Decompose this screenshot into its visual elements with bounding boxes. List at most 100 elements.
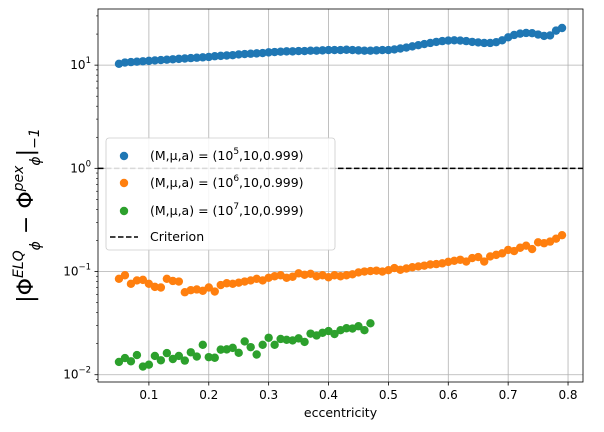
y-tick-label: 101 [70, 56, 91, 72]
legend-label-series-2-tail: ,10,0.999) [239, 175, 304, 190]
ylabel-sub1: ϕ [28, 241, 44, 250]
y-tick-label: 10−1 [63, 263, 91, 279]
data-point [240, 49, 249, 59]
ylabel-sup1: ELQ [11, 250, 27, 278]
y-tick-label-base: 10 [70, 161, 85, 175]
legend-label-series-3-exp: 7 [233, 202, 239, 212]
series-2 [114, 230, 567, 297]
data-point [120, 58, 130, 67]
data-point [252, 49, 261, 58]
data-point [132, 350, 142, 360]
data-point [246, 49, 255, 58]
y-tick-label: 100 [70, 159, 91, 175]
data-point [258, 340, 267, 349]
series-3 [114, 319, 375, 371]
data-point [270, 340, 279, 349]
legend-marker-series-3 [119, 206, 129, 216]
data-point [330, 329, 339, 339]
data-point [527, 244, 537, 254]
data-point [132, 57, 142, 66]
data-point [198, 53, 207, 62]
legend-label-series-1-exp: 5 [233, 147, 239, 157]
ylabel-mid: − Φ [14, 191, 39, 241]
data-point [180, 54, 190, 63]
data-point [174, 277, 184, 286]
data-point [276, 47, 285, 56]
x-tick-label: 0.1 [139, 388, 158, 402]
legend-label-series-2-main: (M,μ,a) = (10 [150, 175, 233, 190]
data-points [114, 23, 567, 371]
data-point [174, 351, 184, 361]
data-point [318, 46, 327, 55]
data-point [186, 348, 196, 357]
data-point [252, 350, 261, 359]
data-point [336, 45, 345, 55]
data-point [360, 326, 369, 335]
data-point [264, 333, 273, 342]
data-point [270, 47, 279, 57]
data-point [156, 55, 166, 65]
data-point [444, 36, 453, 45]
y-tick-label-exp: 1 [86, 56, 91, 66]
data-point [378, 45, 387, 55]
data-point [474, 252, 483, 262]
data-point [294, 46, 303, 56]
legend-label-series-1: (M,μ,a) = (105,10,0.999) [150, 147, 304, 163]
y-tick-label: 10−2 [63, 366, 91, 382]
data-point [156, 283, 166, 292]
data-point [372, 46, 381, 55]
legend: (M,μ,a) = (105,10,0.999) (M,μ,a) = (106,… [105, 137, 336, 251]
x-tick-label: 0.2 [199, 388, 218, 402]
x-tick-label: 0.7 [499, 388, 518, 402]
data-point [450, 36, 459, 45]
data-point [162, 348, 172, 358]
x-tick-label: 0.5 [379, 388, 398, 402]
data-point [480, 257, 489, 266]
data-point [144, 360, 154, 369]
ylabel-tail: | [14, 149, 39, 156]
data-point [354, 46, 363, 55]
legend-label-series-2: (M,μ,a) = (106,10,0.999) [150, 174, 304, 190]
data-point [204, 283, 213, 292]
x-tick-label: 0.3 [259, 388, 278, 402]
data-point [324, 45, 333, 55]
data-point [210, 287, 219, 296]
data-point [168, 55, 178, 64]
data-point [545, 31, 555, 40]
data-point [126, 357, 136, 366]
data-point [210, 52, 219, 61]
data-point [210, 353, 219, 362]
legend-label-series-3: (M,μ,a) = (107,10,0.999) [150, 202, 304, 218]
data-point [246, 342, 255, 352]
data-point [150, 351, 160, 361]
data-point [366, 266, 375, 276]
x-axis-label: eccentricity [304, 405, 378, 420]
data-point [120, 271, 130, 280]
data-point [360, 46, 369, 55]
legend-marker-series-1 [119, 151, 129, 161]
data-point [342, 324, 351, 333]
data-point [300, 46, 309, 56]
series-1 [114, 23, 567, 69]
y-tick-label-exp: 0 [86, 159, 91, 169]
data-point [234, 50, 243, 59]
data-point [264, 48, 273, 57]
data-point [240, 337, 249, 346]
data-point [557, 23, 567, 33]
data-point [521, 28, 531, 38]
data-point [162, 55, 172, 64]
ylabel-sub3: −1 [27, 128, 43, 149]
data-point [234, 348, 243, 358]
data-point [198, 340, 207, 349]
ylabel-base: |Φ [14, 278, 39, 303]
ylabel-sub2: ϕ [28, 156, 44, 165]
data-point [426, 260, 435, 269]
legend-label-series-3-tail: ,10,0.999) [239, 203, 304, 218]
data-point [300, 337, 309, 347]
legend-label-series-1-main: (M,μ,a) = (10 [150, 148, 233, 163]
data-point [192, 53, 201, 62]
data-point [312, 46, 321, 55]
data-point [216, 345, 225, 354]
y-axis-label: |ΦELQϕ − Φpexϕ|−1 [11, 128, 44, 303]
